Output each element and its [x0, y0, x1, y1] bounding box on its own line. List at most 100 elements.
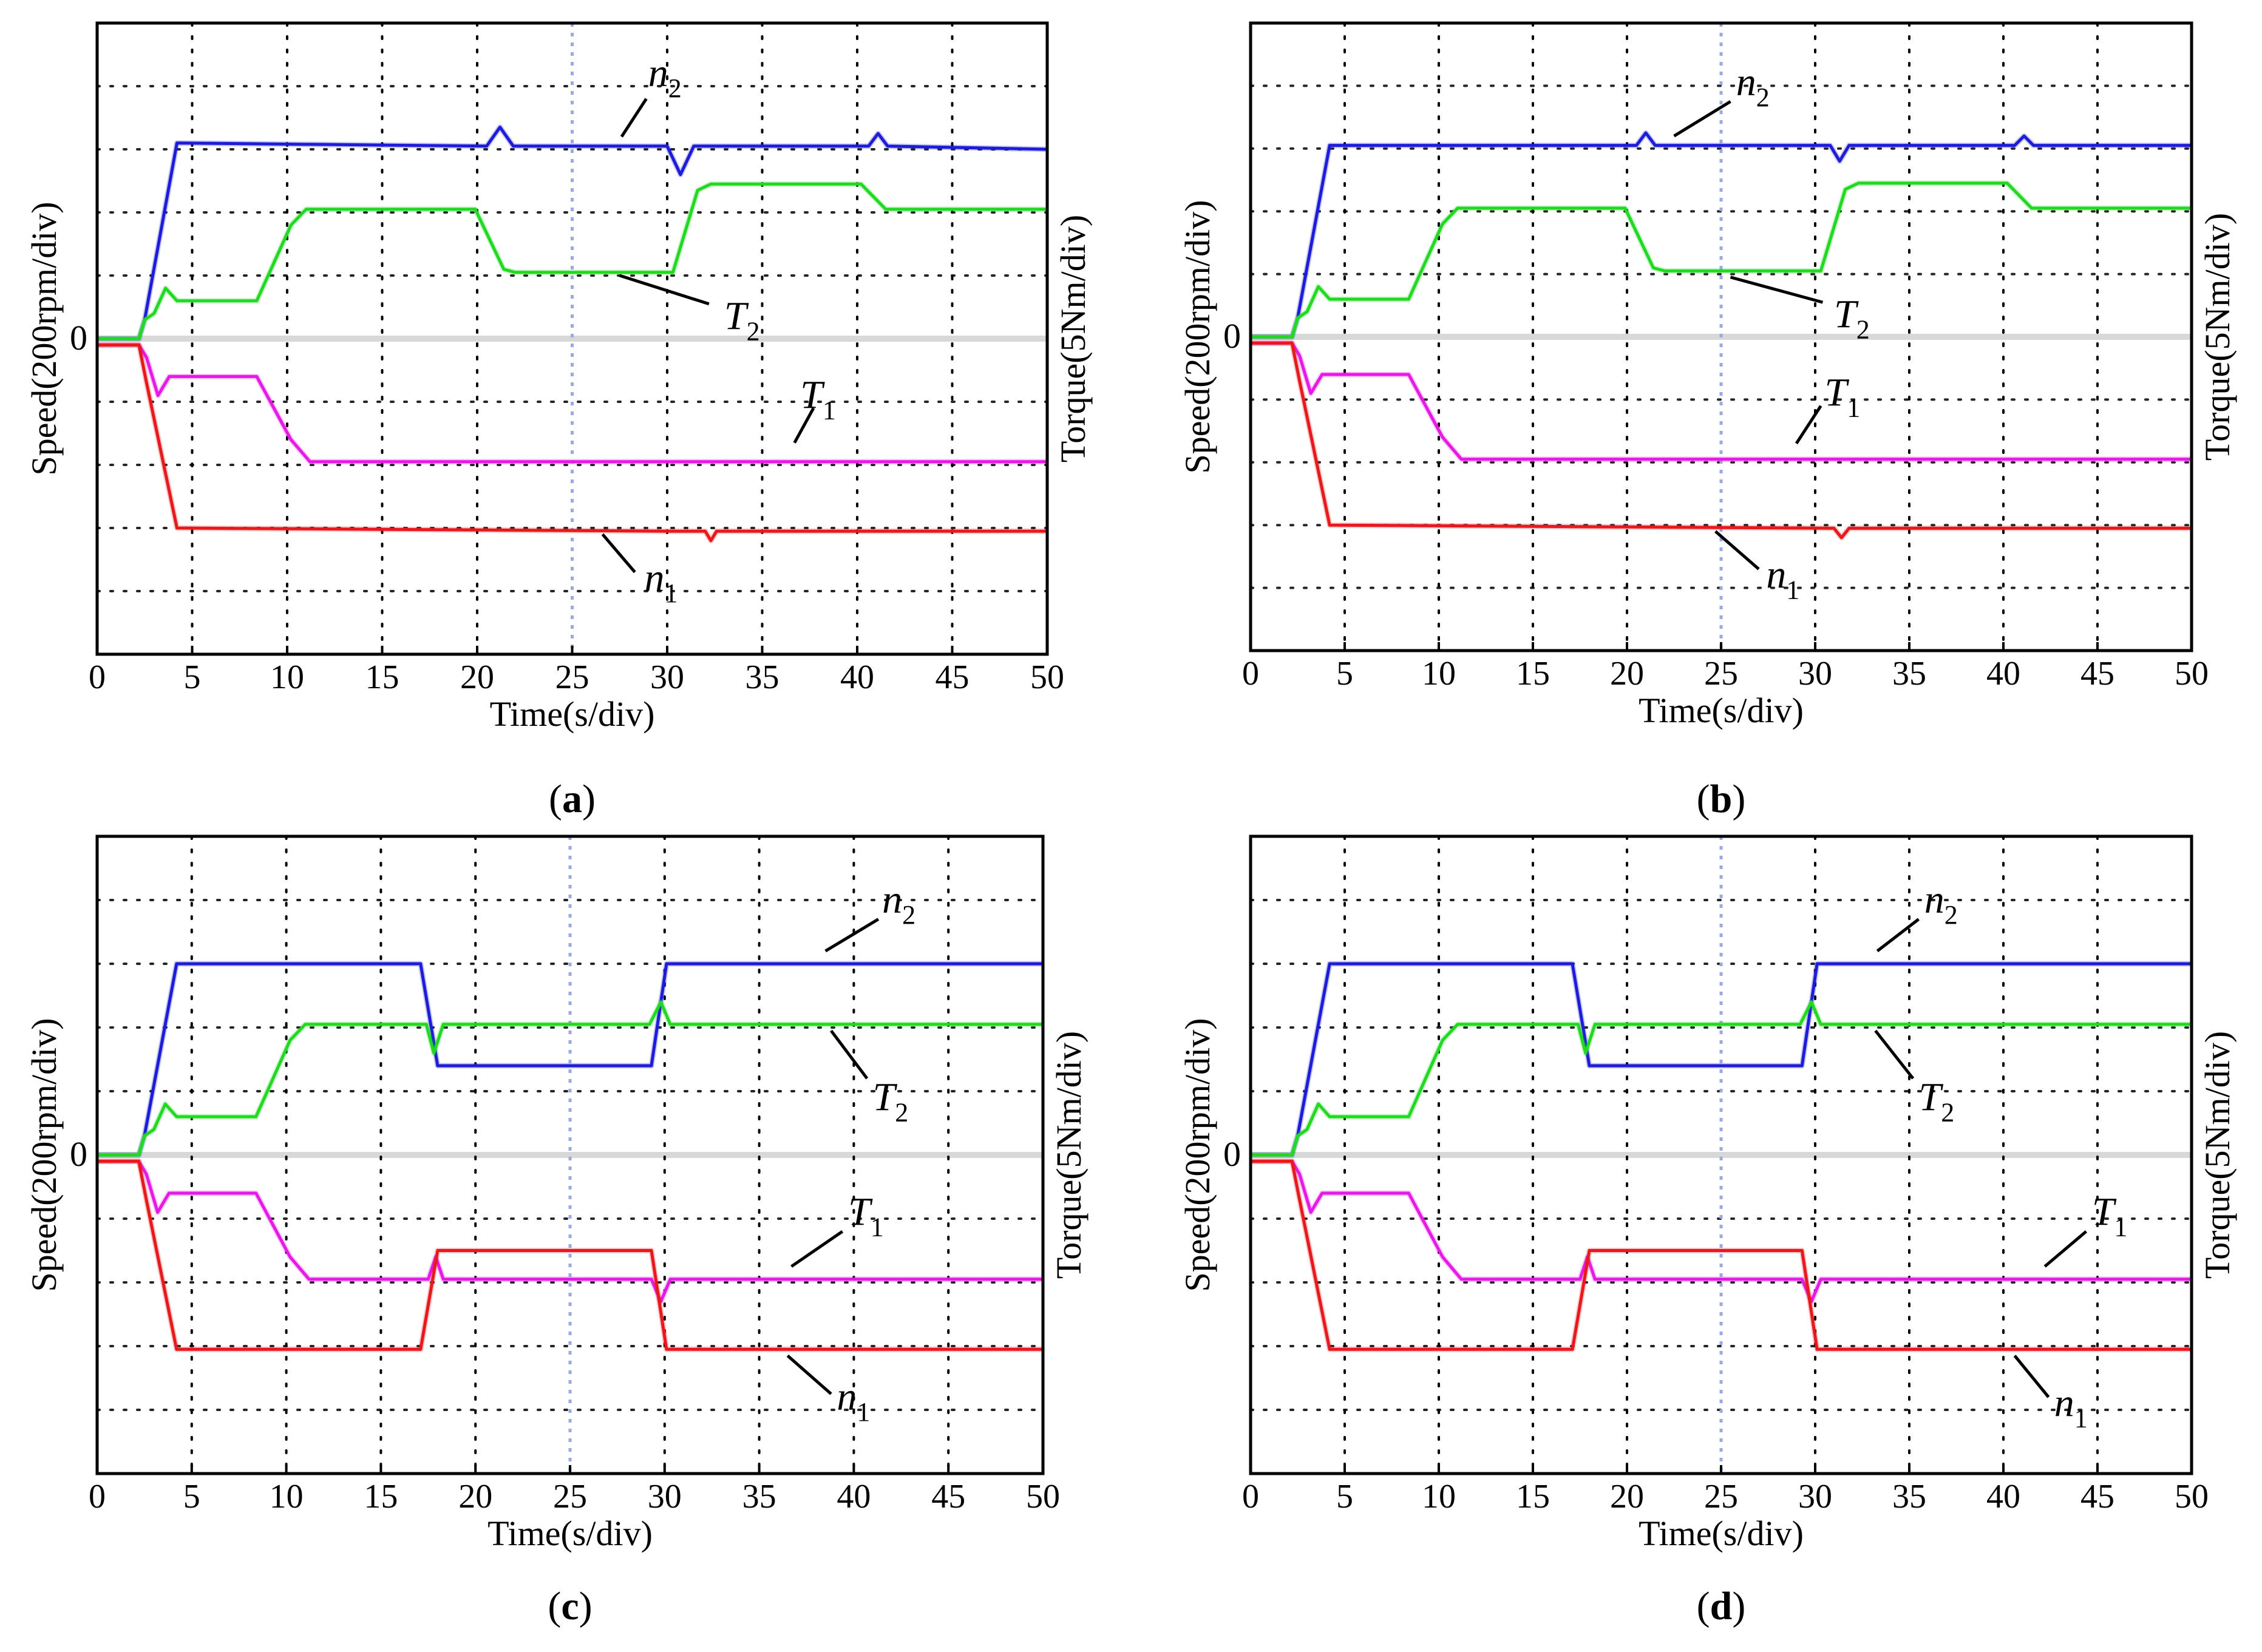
- trace-label-sub: 2: [1756, 83, 1770, 112]
- zero-band: [1251, 1152, 2192, 1158]
- trace-label-main: n: [1736, 60, 1756, 104]
- x-axis-label: Time(s/div): [490, 694, 655, 734]
- trace-label-main: T: [1825, 371, 1850, 415]
- trace-n2: [1251, 131, 2192, 339]
- trace-label-main: T: [873, 1075, 898, 1120]
- x-tick-label: 5: [1336, 655, 1353, 692]
- y-axis-label-left: Speed(200rpm/div): [24, 201, 64, 475]
- x-tick-label: 50: [1030, 658, 1064, 696]
- trace-label-T2: T2: [1834, 292, 1870, 344]
- trace-label-T1: T1: [848, 1190, 884, 1242]
- y-axis-label-right: Torque(5Nm/div): [1049, 1031, 1089, 1279]
- x-axis-label: Time(s/div): [1639, 1514, 1804, 1553]
- zero-label: 0: [1223, 1134, 1241, 1174]
- y-axis-label-right: Torque(5Nm/div): [1053, 215, 1093, 462]
- leader-T2: [830, 1029, 869, 1080]
- trace-label-sub: 1: [1847, 393, 1860, 423]
- trace-label-T2: T2: [1919, 1075, 1955, 1128]
- panel-caption: (a): [549, 777, 596, 821]
- trace-label-sub: 1: [857, 1397, 870, 1427]
- panel-caption: (d): [1697, 1584, 1746, 1628]
- trace-n2: [97, 126, 1048, 340]
- x-tick-label: 30: [1798, 655, 1832, 692]
- x-tick-label: 25: [1704, 1478, 1738, 1515]
- trace-label-sub: 2: [668, 73, 682, 103]
- caption-close: ): [579, 1584, 593, 1628]
- x-tick-label: 30: [648, 1478, 682, 1515]
- x-tick-label: 5: [183, 1478, 200, 1515]
- x-tick-label: 35: [742, 1478, 776, 1515]
- leader-T2: [1874, 1029, 1915, 1080]
- caption-letter: b: [1710, 777, 1733, 821]
- x-tick-label: 45: [931, 1478, 965, 1515]
- trace-label-main: n: [644, 556, 664, 600]
- trace-label-T1: T1: [2092, 1190, 2128, 1242]
- x-tick-label: 5: [1336, 1478, 1353, 1515]
- trace-n1: [97, 343, 1047, 543]
- y-axis-label-left: Speed(200rpm/div): [1178, 200, 1217, 473]
- x-tick-label: 50: [2175, 655, 2209, 692]
- x-tick-label: 50: [1026, 1478, 1060, 1515]
- x-tick-label: 10: [270, 658, 304, 696]
- trace-n1: [1251, 1160, 2192, 1351]
- leader-n1: [786, 1354, 832, 1395]
- x-tick-label: 10: [270, 1478, 304, 1515]
- caption-letter: c: [561, 1584, 579, 1628]
- leader-n1: [601, 533, 636, 574]
- caption-open: (: [1697, 1584, 1710, 1628]
- x-tick-label: 25: [1704, 655, 1738, 692]
- trace-label-sub: 2: [1856, 314, 1870, 344]
- trace-label-T1: T1: [800, 373, 836, 425]
- trace-label-T2: T2: [724, 294, 760, 346]
- leader-T2: [619, 274, 710, 306]
- trace-label-main: T: [2092, 1190, 2117, 1234]
- x-tick-label: 5: [184, 658, 201, 696]
- x-tick-label: 50: [2175, 1478, 2209, 1515]
- leader-n2: [620, 98, 648, 138]
- leader-n2: [1876, 918, 1920, 952]
- x-tick-label: 35: [1892, 1478, 1926, 1515]
- trace-T2: [1251, 181, 2192, 339]
- trace-label-sub: 1: [2074, 1404, 2088, 1434]
- zero-band: [97, 1152, 1043, 1158]
- x-tick-label: 0: [89, 1478, 106, 1515]
- trace-label-main: T: [848, 1190, 873, 1234]
- x-tick-label: 40: [1986, 1478, 2020, 1515]
- leader-T1: [790, 1230, 844, 1268]
- trace-label-main: n: [882, 878, 902, 922]
- zero-label: 0: [70, 1134, 87, 1174]
- x-tick-label: 25: [553, 1478, 587, 1515]
- trace-label-n2: n2: [648, 51, 682, 103]
- caption-letter: d: [1710, 1584, 1733, 1628]
- trace-label-n1: n1: [2054, 1381, 2088, 1434]
- trace-label-sub: 2: [1944, 900, 1958, 930]
- x-tick-label: 10: [1422, 655, 1456, 692]
- trace-label-sub: 2: [1941, 1098, 1954, 1128]
- trace-label-main: n: [837, 1375, 857, 1419]
- trace-label-main: n: [2054, 1381, 2074, 1426]
- x-tick-label: 45: [2080, 1478, 2114, 1515]
- trace-T2: [1251, 1000, 2192, 1157]
- trace-label-sub: 1: [871, 1213, 884, 1242]
- x-tick-label: 15: [1516, 1478, 1550, 1515]
- trace-label-main: n: [648, 51, 668, 95]
- trace-label-n2: n2: [1924, 878, 1958, 930]
- y-axis-label-left: Speed(200rpm/div): [1178, 1018, 1217, 1291]
- trace-label-main: T: [724, 294, 749, 338]
- y-axis-label-right: Torque(5Nm/div): [2198, 1031, 2237, 1279]
- x-tick-label: 0: [1242, 1478, 1259, 1515]
- trace-label-sub: 2: [895, 1098, 908, 1128]
- x-tick-label: 20: [458, 1478, 492, 1515]
- caption-close: ): [1732, 777, 1745, 821]
- trace-label-sub: 1: [1786, 575, 1799, 605]
- zero-band: [97, 336, 1047, 342]
- trace-T2: [97, 182, 1047, 340]
- trace-label-n2: n2: [882, 878, 915, 930]
- panel-caption: (b): [1697, 777, 1746, 821]
- leader-T2: [1730, 276, 1824, 304]
